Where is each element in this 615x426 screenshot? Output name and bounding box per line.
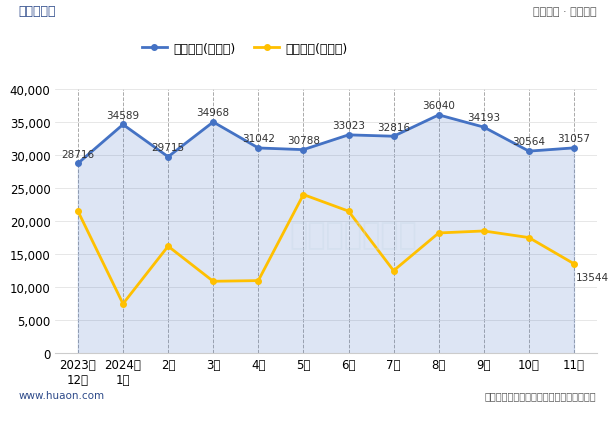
Text: 31042: 31042 — [242, 134, 275, 144]
进口总额(万美元) — [119, 302, 127, 307]
出口总额(万美元) — [164, 155, 172, 160]
Text: 华经情报网: 华经情报网 — [18, 5, 56, 18]
进口总额(万美元) — [435, 231, 442, 236]
Text: 2023-2024年秦皇岛市商品收发货人所在地进、出口额: 2023-2024年秦皇岛市商品收发货人所在地进、出口额 — [127, 36, 488, 56]
出口总额(万美元) — [300, 148, 307, 153]
Text: 30564: 30564 — [512, 137, 546, 147]
Text: 28716: 28716 — [62, 150, 95, 159]
Text: 专业严谨 · 客观科学: 专业严谨 · 客观科学 — [533, 7, 597, 17]
Text: 30788: 30788 — [287, 136, 320, 146]
出口总额(万美元) — [345, 133, 352, 138]
出口总额(万美元) — [255, 146, 262, 151]
进口总额(万美元) — [525, 236, 533, 241]
进口总额(万美元) — [480, 229, 488, 234]
出口总额(万美元) — [119, 123, 127, 128]
出口总额(万美元) — [74, 161, 82, 167]
出口总额(万美元) — [570, 146, 577, 151]
Text: 31057: 31057 — [558, 134, 590, 144]
出口总额(万美元) — [210, 120, 217, 125]
Text: www.huaon.com: www.huaon.com — [18, 391, 105, 400]
进口总额(万美元) — [210, 279, 217, 284]
进口总额(万美元) — [390, 268, 397, 273]
Line: 出口总额(万美元): 出口总额(万美元) — [75, 113, 577, 167]
出口总额(万美元) — [435, 113, 442, 118]
进口总额(万美元) — [74, 209, 82, 214]
进口总额(万美元) — [300, 193, 307, 198]
出口总额(万美元) — [390, 134, 397, 139]
Legend: 出口总额(万美元), 进口总额(万美元): 出口总额(万美元), 进口总额(万美元) — [137, 37, 352, 60]
Text: 34193: 34193 — [467, 113, 501, 123]
进口总额(万美元) — [570, 262, 577, 267]
出口总额(万美元) — [480, 125, 488, 130]
Text: 29715: 29715 — [151, 143, 184, 153]
Text: 36040: 36040 — [423, 101, 455, 111]
进口总额(万美元) — [345, 209, 352, 214]
Line: 进口总额(万美元): 进口总额(万美元) — [75, 192, 577, 307]
出口总额(万美元) — [525, 149, 533, 154]
Text: 34589: 34589 — [106, 111, 140, 121]
进口总额(万美元) — [164, 244, 172, 249]
Text: 33023: 33023 — [332, 121, 365, 131]
进口总额(万美元) — [255, 279, 262, 284]
Text: 32816: 32816 — [377, 122, 410, 132]
Text: 数据来源：中国海关，华经产业研究院整理: 数据来源：中国海关，华经产业研究院整理 — [485, 391, 597, 400]
Text: 华经产业研究院: 华经产业研究院 — [289, 220, 417, 249]
Text: 34968: 34968 — [197, 108, 230, 118]
Text: 13544: 13544 — [576, 272, 609, 282]
